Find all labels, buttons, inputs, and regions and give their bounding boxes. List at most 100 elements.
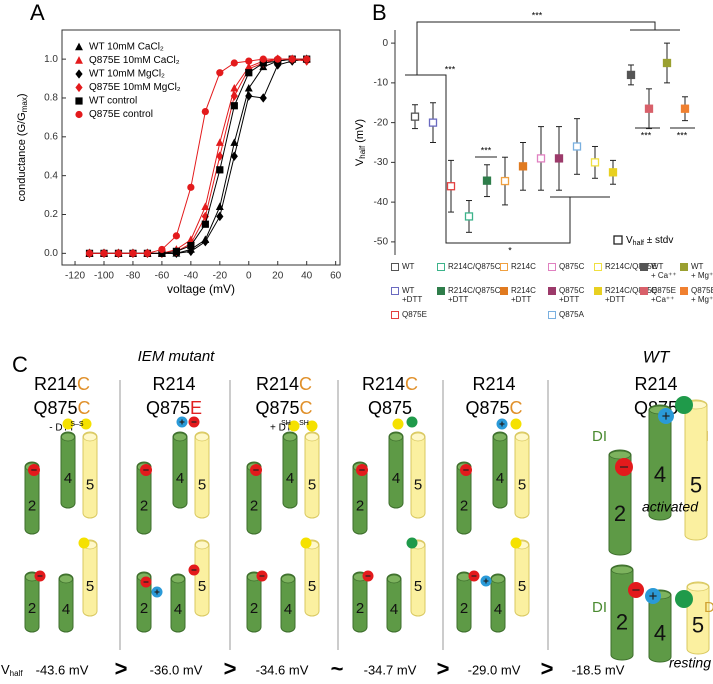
marker [143, 249, 152, 257]
segment-label: 2 [356, 498, 364, 515]
marker [230, 59, 238, 67]
legend-box-label-part: half [633, 240, 644, 247]
segment-top [493, 432, 507, 442]
mutant-line2: Q875E [146, 398, 202, 418]
header: IEM mutant [138, 348, 216, 365]
mutant-line1-part: R214 [152, 374, 195, 394]
segment-top [281, 574, 295, 584]
mutant-line1-part: C [405, 374, 418, 394]
y-axis-label-part: conductance (G/G [16, 112, 28, 201]
significance: *** [481, 145, 492, 155]
marker [201, 211, 209, 222]
segment-label: 2 [616, 610, 628, 635]
legend-label: R214C/Q875C +DTT [448, 286, 501, 304]
segment-label: 2 [460, 498, 468, 515]
segment-label: 4 [286, 470, 294, 487]
marker [85, 249, 94, 257]
point [446, 182, 456, 191]
mutant-line1: R214C [34, 374, 90, 394]
segment-top [61, 432, 75, 442]
segment [608, 449, 632, 556]
legend-label: Q875E +Ca⁺⁺ [651, 286, 676, 304]
legend-label: Q875E [402, 310, 427, 319]
legend-label: WT 10mM CaCl₂ [89, 42, 164, 53]
x-tick-label: 20 [272, 271, 284, 282]
marker [259, 93, 267, 103]
x-tick-label: -60 [155, 271, 170, 282]
charge [675, 396, 693, 414]
charge [306, 420, 318, 432]
marker [245, 57, 253, 65]
segment-label: 4 [494, 601, 502, 618]
marker [216, 166, 224, 174]
mutant-line2: Q875C [33, 398, 90, 418]
legend-label: R214C [511, 262, 536, 271]
segment-label: 4 [174, 601, 182, 618]
legend-item: R214C +DTT [500, 286, 536, 304]
point [518, 162, 528, 171]
legend-swatch [437, 287, 445, 295]
y-tick-label: -40 [374, 197, 389, 208]
segment-label: 2 [356, 600, 364, 617]
panel-label: B [372, 0, 387, 25]
segment [194, 431, 210, 519]
segment-label: 4 [62, 601, 70, 618]
segment [60, 431, 76, 509]
legend-label: WT + Ca⁺⁺ [651, 262, 677, 280]
dtt-note: - DTT [49, 423, 75, 434]
charge [406, 416, 418, 428]
y-axis-label-part: V [354, 158, 366, 166]
marker [230, 102, 238, 110]
segment-label: 2 [614, 501, 626, 526]
segment-label: 2 [460, 600, 468, 617]
bracket [425, 74, 571, 244]
marker [75, 97, 83, 105]
segment [410, 539, 426, 617]
legend-swatch [680, 263, 688, 271]
y-axis-label-part: (mV) [354, 119, 366, 146]
point [680, 104, 690, 113]
point [410, 112, 420, 121]
legend-swatch [391, 287, 399, 295]
y-axis-label: Vhalf (mV) [354, 119, 367, 166]
mutant-line1: R214C [256, 374, 312, 394]
legend-swatch [640, 263, 648, 271]
panel-label: A [30, 0, 45, 25]
legend-swatch [391, 311, 399, 319]
mutant-line1-part: R214 [472, 374, 515, 394]
marker [245, 69, 253, 77]
segment [246, 571, 262, 633]
legend-item: WT + Ca⁺⁺ [640, 262, 677, 280]
segment-label: 2 [140, 498, 148, 515]
segment [246, 461, 262, 535]
segment-label: 4 [176, 470, 184, 487]
legend-item: R214C/Q875C +DTT [437, 286, 500, 304]
segment-label: 5 [198, 578, 206, 595]
mutant-line1-part: C [299, 374, 312, 394]
segment [648, 404, 672, 521]
marker [274, 55, 282, 63]
segment [170, 573, 186, 633]
segment-label: 5 [308, 578, 316, 595]
marker [114, 249, 123, 257]
significance: *** [532, 10, 543, 20]
segment-label: 2 [28, 600, 36, 617]
segment [648, 589, 672, 663]
marker [259, 55, 267, 63]
vhalf-value: -29.0 mV [468, 662, 521, 677]
y-tick-label: 0.0 [44, 248, 58, 259]
segment-label: 5 [86, 476, 94, 493]
segment [610, 564, 634, 661]
segment [386, 573, 402, 633]
charge [288, 420, 300, 432]
charge [510, 537, 522, 549]
legend-label: WT + Mg⁺⁺ [691, 262, 713, 280]
legend-label: WT control [89, 96, 137, 107]
marker [288, 55, 296, 63]
mutant-line2-part: Q875 [33, 398, 77, 418]
legend-item: Q875E +Ca⁺⁺ [640, 286, 676, 304]
vhalf-relation: > [541, 656, 554, 681]
point [662, 58, 672, 68]
charge [62, 418, 74, 430]
